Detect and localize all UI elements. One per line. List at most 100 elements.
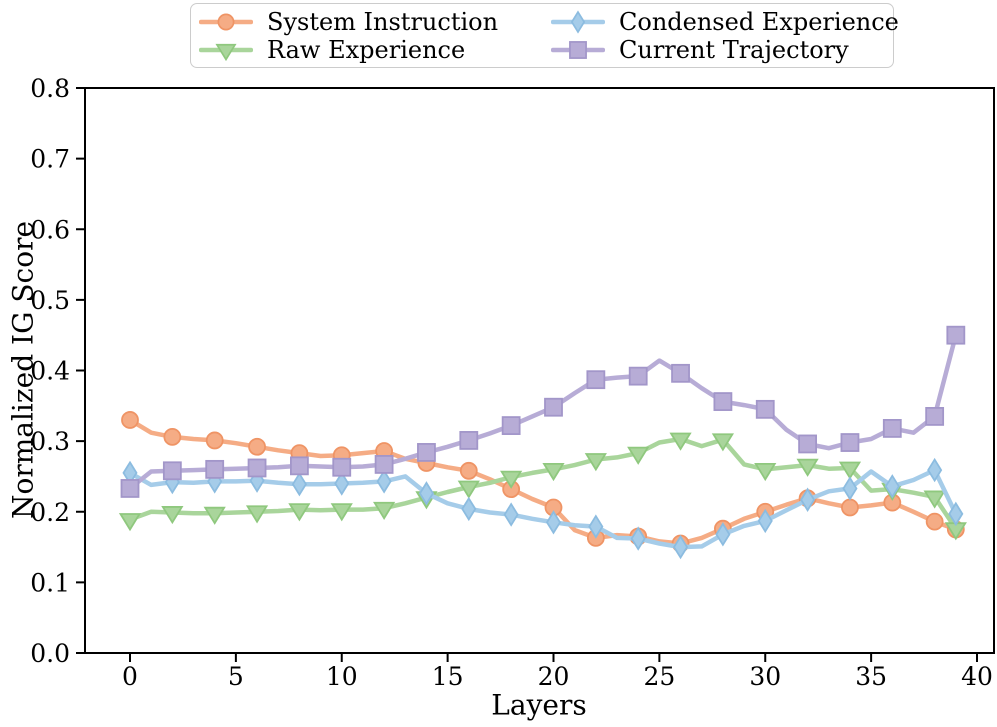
data-point-marker (121, 411, 139, 429)
legend-item-raw-experience: Raw Experience (199, 36, 551, 64)
legend-label: Current Trajectory (619, 36, 849, 64)
data-point-marker (418, 481, 435, 506)
data-point-marker (798, 434, 817, 454)
data-point-marker (628, 366, 648, 386)
data-point-marker (118, 513, 142, 532)
x-tick-label: 20 (538, 662, 570, 691)
data-point-marker (545, 510, 562, 535)
data-point-marker (923, 490, 946, 509)
data-point-marker (672, 534, 689, 560)
data-point-marker (163, 427, 182, 446)
legend-label: Raw Experience (267, 36, 466, 64)
data-point-marker (289, 456, 309, 476)
data-point-marker (372, 501, 396, 520)
data-point-marker (584, 453, 607, 472)
data-point-marker (542, 462, 565, 482)
data-point-marker (417, 443, 436, 462)
data-point-marker (161, 506, 184, 525)
y-tick-label: 0.5 (30, 286, 70, 315)
x-tick-label: 15 (432, 662, 464, 691)
data-point-marker (461, 496, 477, 522)
legend-marker-square-icon (551, 41, 605, 59)
data-point-marker (884, 474, 900, 499)
data-point-marker (503, 502, 519, 527)
data-point-marker (671, 363, 690, 383)
legend: System Instruction Raw Experience Conden… (190, 3, 899, 68)
y-tick-label: 0.2 (30, 498, 70, 527)
data-point-marker (586, 370, 606, 390)
y-tick-label: 0.3 (30, 427, 70, 456)
legend-marker-thin-diamond-icon (551, 10, 605, 34)
data-point-marker (948, 501, 964, 527)
data-point-marker (630, 526, 646, 551)
data-point-marker (459, 431, 479, 450)
x-tick-label: 25 (643, 662, 675, 691)
y-axis-label: Normalized IG Score (6, 220, 40, 520)
data-point-marker (669, 432, 692, 451)
data-point-marker (544, 397, 563, 417)
data-point-marker (838, 461, 862, 480)
legend-label: Condensed Experience (619, 8, 899, 36)
x-tick-label: 10 (326, 662, 358, 691)
data-point-marker (215, 43, 237, 62)
data-point-marker (569, 41, 587, 59)
data-point-marker (842, 476, 858, 501)
legend-item-condensed-experience: Condensed Experience (551, 8, 899, 36)
x-axis-ticks: 0 5 10 15 20 25 30 35 40 (122, 653, 993, 691)
y-tick-label: 0.0 (30, 639, 70, 668)
data-point-marker (332, 457, 352, 477)
data-point-marker (570, 10, 586, 34)
legend-item-system-instruction: System Instruction (199, 8, 551, 36)
data-point-marker (501, 416, 521, 435)
legend-marker-circle-icon (199, 13, 253, 31)
data-point-marker (927, 457, 943, 483)
data-point-marker (247, 458, 267, 478)
data-point-marker (882, 419, 902, 438)
series-line (127, 436, 959, 531)
data-point-marker (459, 461, 478, 480)
series-line (127, 467, 959, 550)
axes-frame (84, 87, 995, 654)
data-point-marker (120, 479, 140, 498)
data-point-marker (946, 325, 966, 345)
series-current-trajectory (120, 325, 966, 498)
data-point-marker (288, 503, 311, 522)
x-tick-label: 0 (122, 662, 138, 691)
series-line (127, 417, 959, 546)
data-point-marker (376, 469, 392, 494)
data-point-marker (205, 459, 225, 479)
data-point-marker (627, 446, 650, 465)
data-point-marker (754, 462, 777, 482)
data-point-marker (841, 498, 859, 517)
x-axis-label: Layers (491, 688, 587, 722)
data-point-marker (925, 407, 945, 426)
data-point-marker (755, 399, 775, 419)
x-tick-label: 5 (228, 662, 244, 691)
data-point-marker (217, 13, 235, 31)
data-point-marker (796, 458, 819, 477)
data-point-marker (840, 433, 860, 452)
data-point-marker (245, 505, 269, 524)
series-raw-experience (118, 432, 967, 541)
data-point-marker (500, 470, 523, 489)
series-line (127, 332, 959, 491)
data-point-marker (800, 487, 816, 512)
data-point-marker (925, 512, 944, 531)
y-tick-label: 0.6 (30, 215, 70, 244)
legend-item-current-trajectory: Current Trajectory (551, 36, 899, 64)
x-tick-label: 40 (961, 662, 993, 691)
y-tick-label: 0.1 (30, 568, 70, 597)
y-tick-label: 0.7 (30, 145, 70, 174)
data-point-marker (330, 503, 353, 522)
data-point-marker (457, 480, 480, 499)
data-point-marker (588, 514, 604, 539)
data-point-marker (713, 392, 733, 411)
y-tick-label: 0.4 (30, 357, 70, 386)
data-point-marker (205, 431, 224, 450)
data-point-marker (757, 508, 773, 534)
legend-label: System Instruction (267, 8, 499, 36)
legend-marker-triangle-down-icon (199, 43, 253, 62)
data-point-marker (711, 433, 735, 452)
